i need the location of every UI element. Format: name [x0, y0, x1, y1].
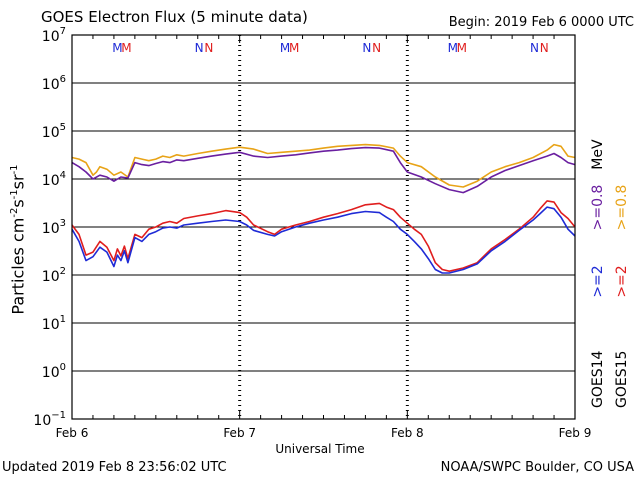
- marker-n: N: [530, 41, 539, 55]
- x-tick-label: Feb 7: [223, 426, 256, 440]
- marker-m: M: [457, 41, 467, 55]
- marker-m: M: [289, 41, 299, 55]
- marker-n: N: [195, 41, 204, 55]
- marker-n: N: [540, 41, 549, 55]
- marker-n: N: [372, 41, 381, 55]
- chart-title: GOES Electron Flux (5 minute data): [41, 8, 308, 26]
- legend-goes15-ge08: >=0.8: [614, 184, 630, 231]
- updated-timestamp: Updated 2019 Feb 8 23:56:02 UTC: [2, 460, 227, 475]
- marker-n: N: [362, 41, 371, 55]
- plot-frame: [71, 34, 576, 420]
- legend-goes14: GOES14 >=2 >=0.8 MeV: [590, 139, 606, 408]
- credit-label: NOAA/SWPC Boulder, CO USA: [440, 460, 634, 475]
- y-tick-labels: 10−1 100 101 102 103 104 105 106 107: [33, 26, 66, 429]
- y-tick-label: 102: [42, 266, 66, 285]
- series-lines: [71, 143, 576, 274]
- x-axis-label: Universal Time: [275, 442, 365, 456]
- legend-goes15-name: GOES15: [614, 350, 630, 408]
- marker-m: M: [280, 41, 290, 55]
- series-goes14-0-8-mev: [71, 146, 576, 194]
- marker-n: N: [204, 41, 213, 55]
- x-tick-labels: Feb 6 Feb 7 Feb 8 Feb 9: [56, 426, 592, 440]
- legend-unit: MeV: [590, 139, 606, 170]
- legend-goes14-ge08: >=0.8: [590, 184, 606, 231]
- legend-goes14-name: GOES14: [590, 350, 606, 408]
- y-tick-label: 100: [42, 362, 66, 381]
- series-goes15-0-8-mev: [71, 143, 576, 188]
- marker-m: M: [112, 41, 122, 55]
- begin-time-label: Begin: 2019 Feb 6 0000 UTC: [448, 15, 634, 30]
- x-tick-label: Feb 8: [391, 426, 424, 440]
- satellite-markers: MM N N MM N N MM N N: [112, 41, 549, 55]
- y-tick-label: 106: [42, 74, 66, 93]
- legend-goes14-ge2: >=2: [590, 265, 606, 298]
- marker-m: M: [448, 41, 458, 55]
- grid-lines: [72, 82, 575, 372]
- x-tick-label: Feb 9: [559, 426, 592, 440]
- y-tick-label: 105: [42, 122, 66, 141]
- series-goes15-2-mev: [71, 200, 576, 272]
- legend-goes15: GOES15 >=2 >=0.8: [614, 185, 630, 408]
- series-goes14-2-mev: [71, 206, 576, 274]
- y-tick-label: 107: [42, 26, 66, 45]
- marker-m: M: [121, 41, 131, 55]
- y-tick-label: 103: [42, 218, 66, 237]
- y-tick-label: 10−1: [33, 410, 66, 429]
- y-tick-label: 104: [42, 170, 66, 189]
- y-tick-label: 101: [42, 314, 66, 333]
- x-tick-label: Feb 6: [56, 426, 89, 440]
- legend-goes15-ge2: >=2: [614, 265, 630, 298]
